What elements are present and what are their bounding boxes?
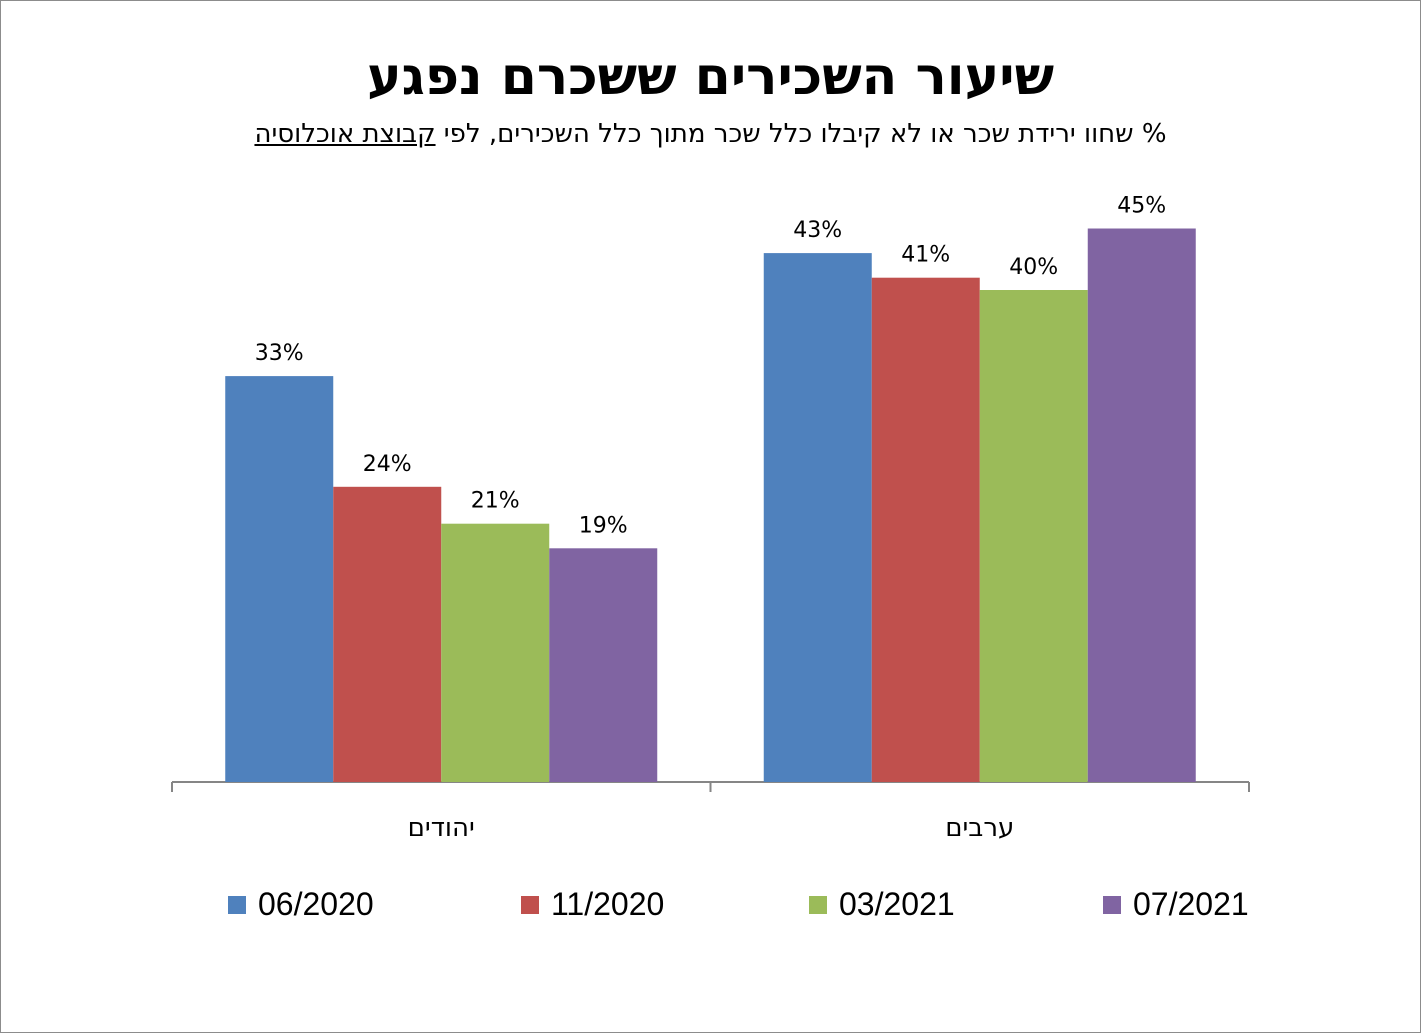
data-label: 41% — [901, 243, 950, 268]
legend-swatch — [521, 896, 539, 914]
chart-subtitle: % שחוו ירידת שכר או לא קיבלו כלל שכר מתו… — [0, 114, 1421, 154]
bar-11-2020-cat0 — [333, 486, 442, 782]
bar-03-2021-cat1 — [979, 290, 1088, 782]
bar-03-2021-cat0 — [441, 523, 550, 782]
data-label: 24% — [363, 452, 412, 477]
legend-label: 06/2020 — [258, 886, 374, 922]
legend-swatch — [228, 896, 246, 914]
data-label: 21% — [471, 489, 520, 514]
chart-title: שיעור השכירים ששכרם נפגע — [366, 47, 1055, 107]
bar-06-2020-cat1 — [763, 253, 872, 783]
bar-07-2021-cat1 — [1087, 228, 1196, 782]
category-label: ערבים — [945, 813, 1014, 843]
bar-11-2020-cat1 — [871, 277, 980, 782]
data-label: 33% — [255, 341, 304, 366]
subtitle-emphasis: קבוצת אוכלוסיה — [254, 119, 436, 149]
category-label: יהודים — [408, 813, 475, 843]
chart-legend: 06/2020 11/2020 03/2021 07/2021 — [0, 884, 1421, 924]
bar-chart: 33% 24% 21% 19% יהודים 43% 41% 40% 45% ערבים — [171, 194, 1250, 843]
bar-07-2021-cat0 — [549, 548, 658, 782]
data-label: 19% — [579, 513, 628, 538]
legend-label: 11/2020 — [551, 886, 665, 922]
data-label: 43% — [793, 218, 842, 243]
data-label: 40% — [1009, 255, 1058, 280]
legend-swatch — [1103, 896, 1121, 914]
subtitle-text: % שחוו ירידת שכר או לא קיבלו כלל שכר מתו… — [435, 119, 1167, 149]
legend-label: 03/2021 — [839, 886, 955, 922]
legend-swatch — [809, 896, 827, 914]
bar-06-2020-cat0 — [225, 376, 334, 782]
data-label: 45% — [1117, 194, 1166, 219]
legend-label: 07/2021 — [1133, 886, 1249, 922]
